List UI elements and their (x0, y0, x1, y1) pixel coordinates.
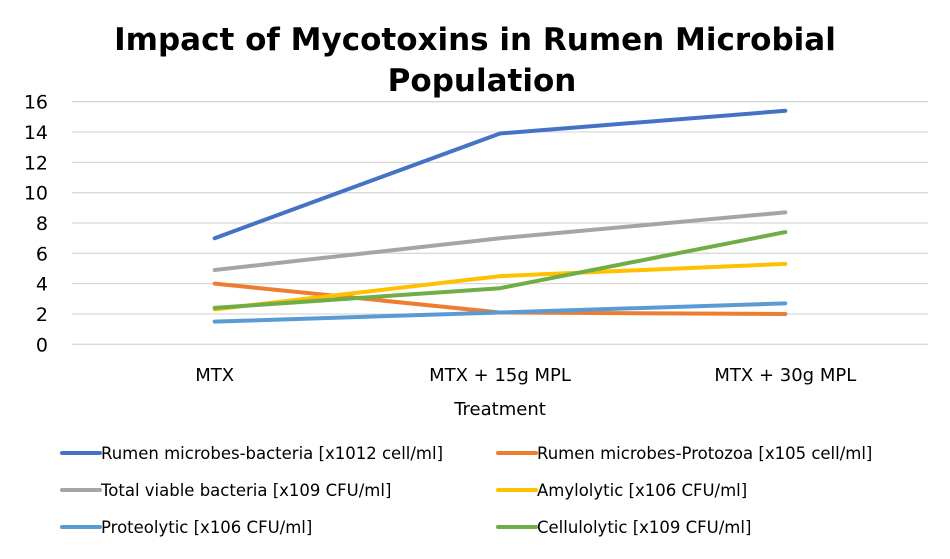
x-tick-label: MTX (195, 365, 234, 386)
series-line (212, 301, 788, 324)
legend-item: Cellulolytic [x109 CFU/ml] (496, 518, 751, 537)
y-tick-label: 6 (36, 243, 48, 265)
series-5 (212, 230, 788, 310)
y-tick-label: 12 (24, 152, 48, 174)
legend-label: Proteolytic [x106 CFU/ml] (101, 518, 312, 537)
series-4 (212, 301, 788, 324)
series-line (212, 108, 788, 241)
legend-item: Total viable bacteria [x109 CFU/ml] (60, 481, 391, 500)
legend: Rumen microbes-bacteria [x1012 cell/ml] R… (60, 444, 872, 537)
series-line (212, 230, 788, 310)
x-tick-label: MTX + 15g MPL (429, 365, 571, 386)
series-lines (212, 108, 788, 324)
legend-label: Total viable bacteria [x109 CFU/ml] (100, 481, 391, 500)
chart-title: Impact of Mycotoxins in Rumen Microbial … (114, 22, 836, 99)
x-tick-label: MTX + 30g MPL (714, 365, 856, 386)
gridlines (72, 101, 928, 345)
legend-label: Amylolytic [x106 CFU/ml] (537, 481, 747, 500)
legend-label: Cellulolytic [x109 CFU/ml] (537, 518, 751, 537)
legend-item: Rumen microbes-bacteria [x1012 cell/ml] (60, 444, 443, 463)
legend-item: Rumen microbes-Protozoa [x105 cell/ml] (496, 444, 872, 463)
series-line (212, 261, 788, 312)
y-axis-tick-labels: 0 2 4 6 8 10 12 14 16 (24, 92, 48, 357)
y-tick-label: 8 (36, 213, 48, 235)
legend-label: Rumen microbes-bacteria [x1012 cell/ml] (101, 444, 443, 463)
y-tick-label: 16 (24, 92, 48, 114)
y-tick-label: 4 (36, 274, 48, 296)
legend-item: Proteolytic [x106 CFU/ml] (60, 518, 312, 537)
y-tick-label: 2 (36, 304, 48, 326)
legend-label: Rumen microbes-Protozoa [x105 cell/ml] (537, 444, 872, 463)
legend-item: Amylolytic [x106 CFU/ml] (496, 481, 747, 500)
chart-title-line-1: Impact of Mycotoxins in Rumen Microbial (114, 22, 836, 58)
series-2 (212, 210, 788, 272)
series-0 (212, 108, 788, 241)
chart-title-line-2: Population (388, 63, 577, 99)
x-axis-tick-labels: MTX MTX + 15g MPL MTX + 30g MPL (195, 365, 856, 386)
series-line (212, 210, 788, 272)
y-tick-label: 0 (36, 334, 48, 356)
y-tick-label: 10 (24, 183, 48, 205)
x-axis-title: Treatment (453, 399, 546, 420)
y-tick-label: 14 (24, 122, 48, 144)
